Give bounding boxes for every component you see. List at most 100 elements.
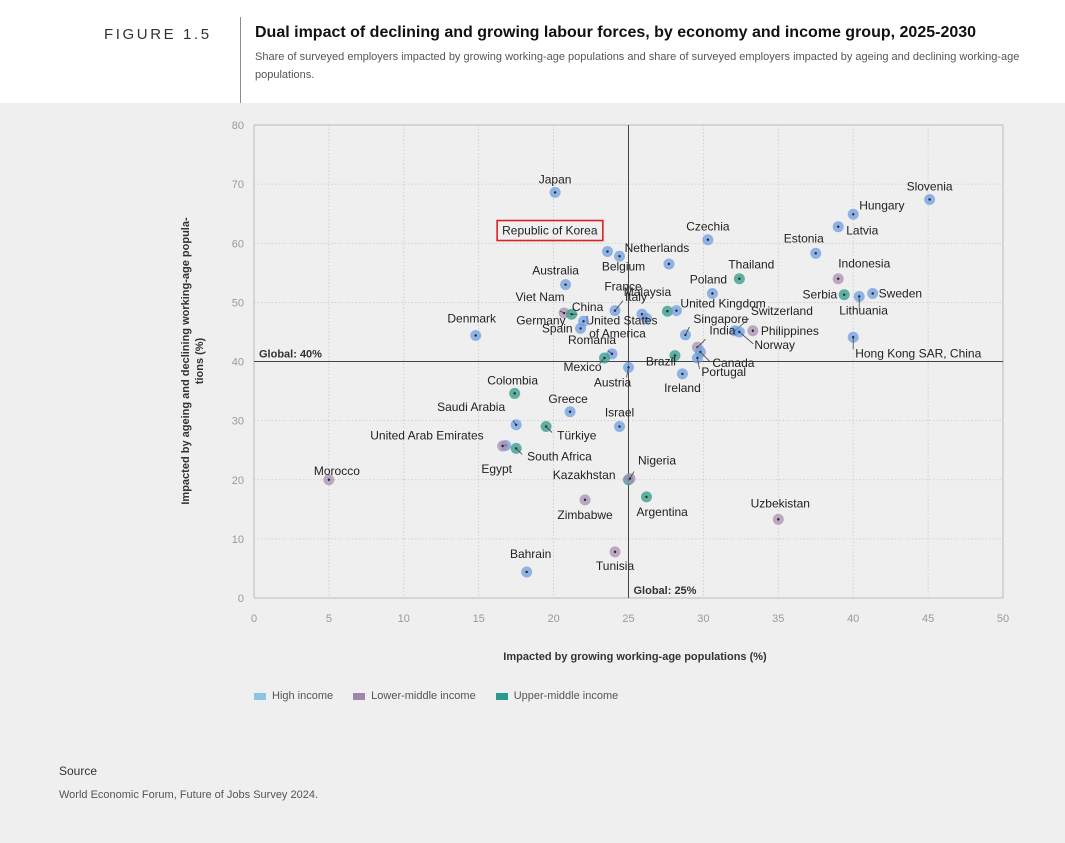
- point-label-singapore: Singapore: [693, 312, 748, 326]
- x-axis-title: Impacted by growing working-age populati…: [503, 651, 767, 663]
- point-label-philippines: Philippines: [761, 324, 819, 338]
- point-center-united-states-of-america: [645, 317, 648, 320]
- chart-background: [0, 103, 1065, 688]
- point-label-lithuania: Lithuania: [839, 303, 888, 317]
- x-tick-label-5: 5: [326, 613, 332, 625]
- point-label-italy: Italy: [625, 290, 647, 304]
- y-tick-label-20: 20: [232, 475, 244, 487]
- global-x-reference-label: Global: 25%: [634, 585, 697, 597]
- leader-line-t-rkiye: [545, 426, 553, 433]
- point-center-bahrain: [525, 570, 528, 574]
- point-label-kazakhstan: Kazakhstan: [553, 468, 616, 482]
- point-label-netherlands: Netherlands: [625, 241, 690, 255]
- header-divider: [240, 17, 241, 103]
- point-center-zimbabwe: [583, 498, 587, 502]
- point-label-poland: Poland: [690, 273, 727, 287]
- point-center-israel: [618, 425, 621, 428]
- legend-swatch-lower-middle-income: [353, 692, 366, 700]
- leader-line-mexico: [599, 357, 605, 365]
- point-label-brazil: Brazil: [646, 355, 676, 369]
- point-center-germany: [582, 320, 585, 323]
- figure-label: FIGURE 1.5: [104, 26, 212, 43]
- point-center-czechia: [706, 238, 710, 241]
- x-tick-label-15: 15: [473, 613, 485, 625]
- legend-swatch-high-income: [254, 692, 266, 700]
- x-tick-label-30: 30: [697, 613, 709, 625]
- point-label-united-states-of-america: United States of America: [585, 313, 657, 340]
- point-label-estonia: Estonia: [784, 231, 824, 245]
- x-tick-label-20: 20: [547, 613, 559, 625]
- point-label-hong-kong-sar-china: Hong Kong SAR, China: [855, 346, 981, 360]
- point-label-serbia: Serbia: [803, 288, 838, 302]
- point-center-netherlands: [667, 262, 671, 266]
- point-label-romania: Romania: [568, 333, 616, 347]
- figure-header: FIGURE 1.5 Dual impact of declining and …: [0, 0, 1065, 103]
- point-label-austria: Austria: [594, 375, 632, 389]
- point-label-australia: Australia: [532, 264, 579, 278]
- point-label-greece: Greece: [548, 392, 588, 406]
- point-center-philippines: [751, 329, 755, 332]
- point-label-denmark: Denmark: [447, 311, 497, 325]
- y-tick-label-10: 10: [232, 534, 244, 546]
- y-tick-label-60: 60: [232, 238, 244, 250]
- leader-line-portugal: [697, 357, 700, 370]
- point-center-greece: [568, 410, 572, 413]
- point-center-uzbekistan: [777, 518, 780, 521]
- point-label-china: China: [572, 300, 604, 314]
- source-text: World Economic Forum, Future of Jobs Sur…: [59, 789, 319, 801]
- point-label-zimbabwe: Zimbabwe: [557, 508, 613, 522]
- leader-line-austria: [626, 367, 629, 378]
- point-label-slovenia: Slovenia: [907, 179, 953, 193]
- y-tick-label-30: 30: [232, 416, 244, 428]
- point-label-malaysia: Malaysia: [624, 285, 672, 299]
- point-center-hong-kong-sar-china: [852, 336, 855, 339]
- point-label-sweden: Sweden: [879, 287, 922, 301]
- leader-line-brazil: [670, 355, 676, 361]
- point-label-south-africa: South Africa: [527, 449, 592, 463]
- leader-line-south-africa: [515, 448, 523, 455]
- point-center-colombia: [513, 392, 516, 395]
- highlight-box-republic-of-korea: [496, 219, 604, 242]
- leader-line-canada: [700, 351, 711, 363]
- point-label-israel: Israel: [605, 406, 634, 420]
- point-label-tunisia: Tunisia: [596, 559, 635, 573]
- point-center-egypt: [501, 444, 504, 448]
- x-tick-label-45: 45: [922, 613, 934, 625]
- x-tick-label-10: 10: [398, 613, 410, 625]
- point-label-united-arab-emirates: United Arab Emirates: [370, 428, 483, 442]
- point-center-sweden: [871, 292, 874, 295]
- point-center-tunisia: [613, 550, 617, 554]
- leader-line-viet-nam: [559, 310, 565, 314]
- point-center-slovenia: [928, 198, 931, 201]
- point-label-thailand: Thailand: [728, 258, 774, 272]
- point-center-latvia: [837, 225, 840, 228]
- y-tick-label-70: 70: [232, 179, 244, 191]
- point-label-germany: Germany: [516, 313, 565, 327]
- legend-item-upper-middle-income: Upper-middle income: [495, 690, 619, 702]
- y-tick-label-40: 40: [232, 357, 244, 369]
- legend-swatch-upper-middle-income: [495, 692, 508, 700]
- point-label-indonesia: Indonesia: [838, 257, 890, 271]
- figure-title: Dual impact of declining and growing lab…: [255, 24, 977, 41]
- leader-line-nigeria: [629, 471, 635, 479]
- point-label-saudi-arabia: Saudi Arabia: [437, 400, 505, 414]
- legend-label-upper-middle-income: Upper-middle income: [513, 690, 619, 702]
- point-center-argentina: [645, 495, 648, 499]
- point-label-france: France: [604, 280, 642, 294]
- point-label-ireland: Ireland: [664, 381, 701, 395]
- legend-label-lower-middle-income: Lower-middle income: [371, 690, 476, 702]
- point-label-nigeria: Nigeria: [638, 454, 676, 468]
- point-center-australia: [564, 283, 567, 286]
- point-label-argentina: Argentina: [636, 505, 688, 519]
- point-label-switzerland: Switzerland: [751, 304, 813, 318]
- y-tick-label-50: 50: [232, 297, 244, 309]
- point-label-belgium: Belgium: [602, 259, 645, 273]
- point-label-bahrain: Bahrain: [510, 547, 551, 561]
- point-label-portugal: Portugal: [701, 365, 746, 379]
- point-center-indonesia: [837, 277, 840, 280]
- leader-line-singapore: [685, 326, 690, 336]
- legend-label-high-income: High income: [272, 690, 334, 702]
- point-label-republic-of-korea: Republic of Korea: [502, 224, 598, 238]
- point-center-malaysia: [666, 310, 669, 313]
- chart-legend: High income Lower-middle income Upper-mi…: [254, 690, 618, 702]
